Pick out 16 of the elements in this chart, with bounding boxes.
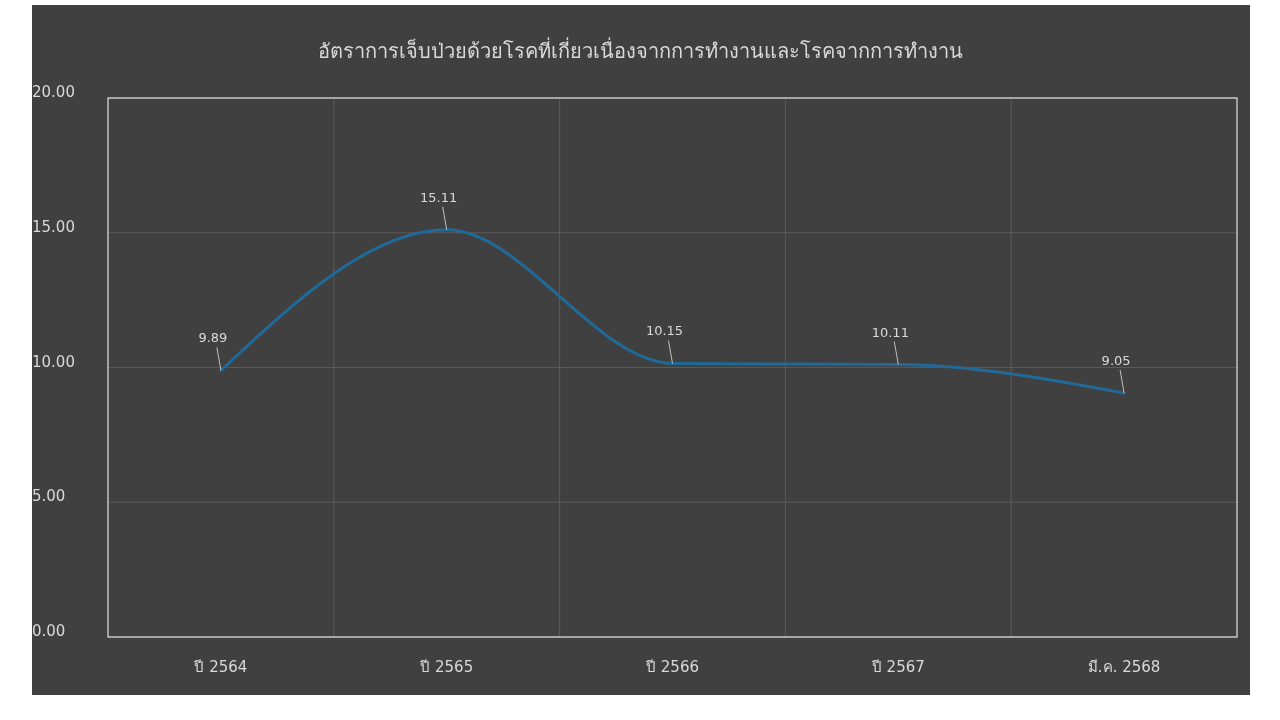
chart-title: อัตราการเจ็บป่วยด้วยโรคที่เกี่ยวเนื่องจากการทำงานและโรคจากการทำงาน — [317, 37, 963, 63]
data-label: 10.15 — [645, 323, 684, 339]
x-tick-label: ปี 2564 — [193, 657, 248, 676]
y-tick-label: 20.00 — [32, 83, 75, 101]
x-tick-label: มี.ค. 2568 — [1087, 657, 1161, 676]
data-label: 9.89 — [198, 330, 228, 346]
x-tick-label: ปี 2565 — [419, 657, 474, 676]
data-label: 10.11 — [871, 324, 909, 340]
data-label: 9.05 — [1101, 353, 1131, 369]
y-tick-label: 0.00 — [32, 622, 66, 640]
data-label: 15.11 — [420, 189, 458, 205]
x-tick-label: ปี 2567 — [870, 657, 925, 676]
x-tick-label: ปี 2566 — [645, 657, 699, 676]
y-tick-label: 10.00 — [32, 352, 75, 371]
y-tick-label: 5.00 — [32, 487, 66, 506]
y-tick-label: 15.00 — [32, 217, 75, 236]
